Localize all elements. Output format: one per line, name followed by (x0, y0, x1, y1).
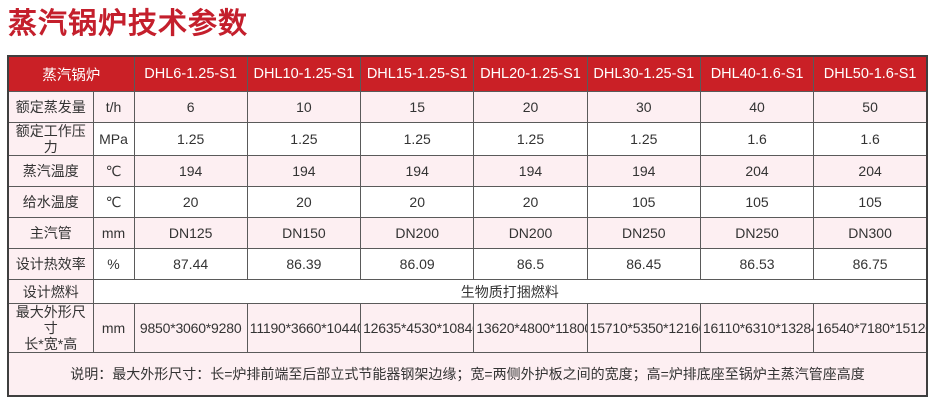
value-cell: 194 (133, 155, 248, 187)
table-body: 额定蒸发量 t/h 6 10 15 20 30 40 50 额定工作压力 MPa 1.25 1.25 1.… (7, 91, 928, 396)
value-cell: DN300 (813, 217, 928, 249)
table-row: 给水温度 ℃ 20 20 20 20 105 105 105 (7, 186, 928, 218)
value-cell: 204 (813, 155, 928, 187)
table-row: 最大外形尺寸 长*宽*高 mm 9850*3060*9280 11190*3660*1… (7, 303, 928, 353)
value-cell: 105 (586, 186, 701, 218)
value-cell: DN250 (586, 217, 701, 249)
value-cell: 1.25 (586, 122, 701, 156)
value-cell: DN150 (246, 217, 362, 249)
value-cell: 194 (586, 155, 701, 187)
value-cell: 1.25 (473, 122, 588, 156)
value-cell: 204 (699, 155, 815, 187)
table-row: 主汽管 mm DN125 DN150 DN200 DN200 DN250 DN250 DN300 (7, 217, 928, 249)
value-cell: 87.44 (133, 248, 248, 280)
model-header-cell: DHL6-1.25-S1 (133, 55, 248, 92)
unit-cell: mm (92, 217, 135, 249)
value-cell: 20 (246, 186, 362, 218)
value-cell: 86.53 (699, 248, 815, 280)
value-cell: 11190*3660*10440 (246, 303, 362, 353)
model-header-cell: DHL50-1.6-S1 (813, 55, 928, 92)
note-row: 说明：最大外形尺寸：长=炉排前端至后部立式节能器钢架边缘；宽=两侧外护板之间的宽… (7, 352, 928, 396)
model-header-cell: DHL30-1.25-S1 (586, 55, 701, 92)
value-cell: 13620*4800*11800 (473, 303, 588, 353)
spec-label-cell: 额定工作压力 (7, 122, 94, 156)
value-cell: 1.25 (133, 122, 248, 156)
value-cell: 40 (699, 91, 815, 123)
spec-label-cell: 最大外形尺寸 长*宽*高 (7, 303, 94, 353)
unit-cell: % (92, 248, 135, 280)
page-title: 蒸汽锅炉技术参数 (8, 8, 249, 40)
table-row: 额定工作压力 MPa 1.25 1.25 1.25 1.25 1.25 1.6 1.6 (7, 122, 928, 156)
value-cell: 86.45 (586, 248, 701, 280)
spec-label-cell: 给水温度 (7, 186, 94, 218)
value-cell: 20 (133, 186, 248, 218)
value-cell: 1.25 (360, 122, 475, 156)
boiler-spec-table: 蒸汽锅炉 DHL6-1.25-S1 DHL10-1.25-S1 DHL15-1.25-… (7, 55, 928, 397)
spec-label-cell: 蒸汽温度 (7, 155, 94, 187)
spec-label-cell: 设计热效率 (7, 248, 94, 280)
unit-cell: t/h (92, 91, 135, 123)
value-cell: 20 (360, 186, 475, 218)
value-cell: 10 (246, 91, 362, 123)
value-cell: 194 (360, 155, 475, 187)
corner-header-cell: 蒸汽锅炉 (7, 55, 135, 92)
value-cell: 20 (473, 91, 588, 123)
spec-label-cell: 主汽管 (7, 217, 94, 249)
unit-cell: mm (92, 303, 135, 353)
value-cell: 16110*6310*13284 (699, 303, 815, 353)
unit-cell: MPa (92, 122, 135, 156)
value-cell: 16540*7180*15120 (813, 303, 928, 353)
model-header-cell: DHL15-1.25-S1 (360, 55, 475, 92)
spec-label-cell: 设计燃料 (7, 279, 94, 304)
model-header-cell: DHL40-1.6-S1 (699, 55, 815, 92)
value-cell: 86.39 (246, 248, 362, 280)
merged-value-cell: 生物质打捆燃料 (92, 279, 928, 304)
table-header: 蒸汽锅炉 DHL6-1.25-S1 DHL10-1.25-S1 DHL15-1.25-… (7, 55, 928, 92)
value-cell: DN250 (699, 217, 815, 249)
value-cell: 30 (586, 91, 701, 123)
model-header-cell: DHL10-1.25-S1 (246, 55, 362, 92)
value-cell: 86.75 (813, 248, 928, 280)
value-cell: 1.25 (246, 122, 362, 156)
table-row: 额定蒸发量 t/h 6 10 15 20 30 40 50 (7, 91, 928, 123)
value-cell: 1.6 (813, 122, 928, 156)
table-row: 蒸汽温度 ℃ 194 194 194 194 194 204 204 (7, 155, 928, 187)
value-cell: 194 (246, 155, 362, 187)
model-header-cell: DHL20-1.25-S1 (473, 55, 588, 92)
table-row: 设计燃料 生物质打捆燃料 (7, 279, 928, 304)
value-cell: 1.6 (699, 122, 815, 156)
value-cell: 15710*5350*12160 (586, 303, 701, 353)
value-cell: 194 (473, 155, 588, 187)
table-row: 设计热效率% 87.44 86.39 86.09 86.5 86.45 86.53 86.75 (7, 248, 928, 280)
value-cell: 15 (360, 91, 475, 123)
value-cell: DN125 (133, 217, 248, 249)
header-row: 蒸汽锅炉 DHL6-1.25-S1 DHL10-1.25-S1 DHL15-1.25-… (7, 55, 928, 92)
value-cell: 86.09 (360, 248, 475, 280)
unit-cell: ℃ (92, 155, 135, 187)
value-cell: 9850*3060*9280 (133, 303, 248, 353)
value-cell: 20 (473, 186, 588, 218)
value-cell: 50 (813, 91, 928, 123)
spec-label-cell: 额定蒸发量 (7, 91, 94, 123)
value-cell: DN200 (360, 217, 475, 249)
note-cell: 说明：最大外形尺寸：长=炉排前端至后部立式节能器钢架边缘；宽=两侧外护板之间的宽… (7, 352, 928, 396)
unit-cell: ℃ (92, 186, 135, 218)
value-cell: 12635*4530*10840 (360, 303, 475, 353)
value-cell: 86.5 (473, 248, 588, 280)
value-cell: 105 (699, 186, 815, 218)
value-cell: 6 (133, 91, 248, 123)
value-cell: DN200 (473, 217, 588, 249)
value-cell: 105 (813, 186, 928, 218)
